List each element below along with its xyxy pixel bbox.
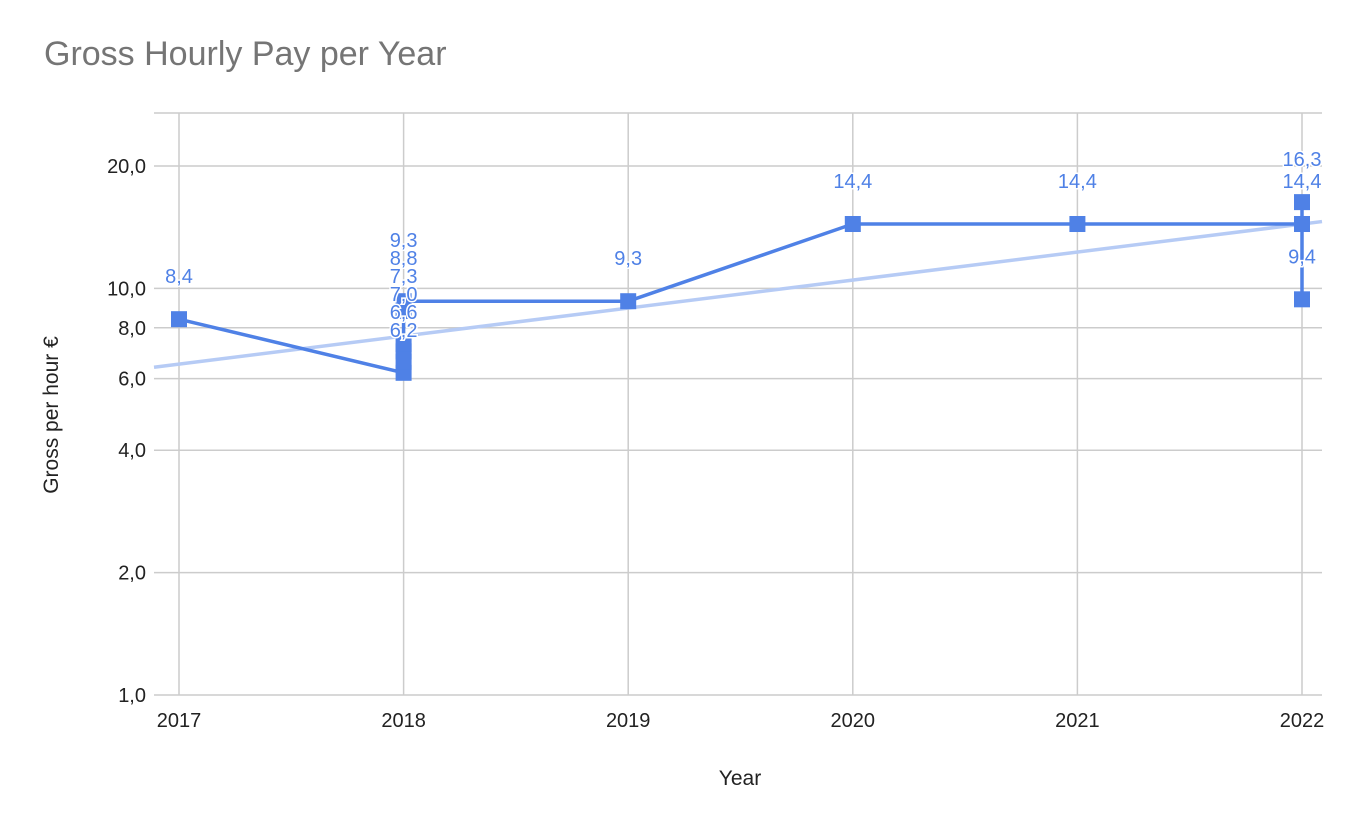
data-point [395, 335, 412, 352]
x-tick-label: 2020 [831, 710, 876, 732]
y-axis-title: Gross per hour € [40, 336, 63, 494]
data-label: 14,4 [833, 171, 872, 193]
x-tick-label: 2022 [1280, 710, 1325, 732]
x-tick-label: 2019 [606, 710, 651, 732]
data-points [171, 194, 1310, 381]
chart-title: Gross Hourly Pay per Year [44, 35, 447, 73]
x-tick-label: 2021 [1055, 710, 1100, 732]
y-tick-label: 6,0 [118, 369, 146, 391]
x-tick-label: 2017 [157, 710, 202, 732]
data-label: 8,4 [165, 266, 193, 288]
y-tick-label: 10,0 [107, 278, 146, 300]
data-point [395, 293, 412, 310]
data-label: 7,0 [390, 284, 418, 306]
y-tick-label: 2,0 [118, 563, 146, 585]
data-point [1294, 216, 1310, 233]
series-line [178, 200, 1304, 375]
trend-line [153, 219, 1323, 369]
data-label: 16,3 [1283, 149, 1322, 171]
y-tick-label: 1,0 [118, 685, 146, 707]
data-label: 14,4 [1058, 171, 1097, 193]
y-tick-label: 20,0 [107, 156, 146, 178]
y-axis-ticks: 1,0 2,0 4,0 6,0 8,0 10,0 20,0 [107, 156, 146, 707]
x-tick-label: 2018 [381, 710, 426, 732]
y-tick-label: 4,0 [118, 440, 146, 462]
data-label: 9,3 [614, 248, 642, 270]
x-axis-ticks: 2017 2018 2019 2020 2021 2022 [157, 710, 1325, 732]
data-label: 14,4 [1283, 171, 1322, 193]
data-point [844, 216, 861, 233]
x-axis-title: Year [719, 767, 761, 790]
data-label: 8,8 [390, 248, 418, 270]
data-point [620, 293, 637, 310]
data-point [171, 311, 187, 328]
data-label: 9,4 [1288, 246, 1316, 268]
data-point [1294, 194, 1310, 211]
data-label: 7,3 [390, 266, 418, 288]
data-point [1069, 216, 1086, 233]
data-labels: 8,46,26,67,07,38,89,39,314,4 14,49,414,41… [164, 148, 1323, 344]
data-label: 9,3 [390, 230, 418, 252]
data-point [1294, 291, 1310, 308]
grid [154, 112, 1322, 696]
data-label: 6,2 [390, 320, 418, 342]
data-label: 6,6 [390, 302, 418, 324]
y-tick-label: 8,0 [118, 318, 146, 340]
